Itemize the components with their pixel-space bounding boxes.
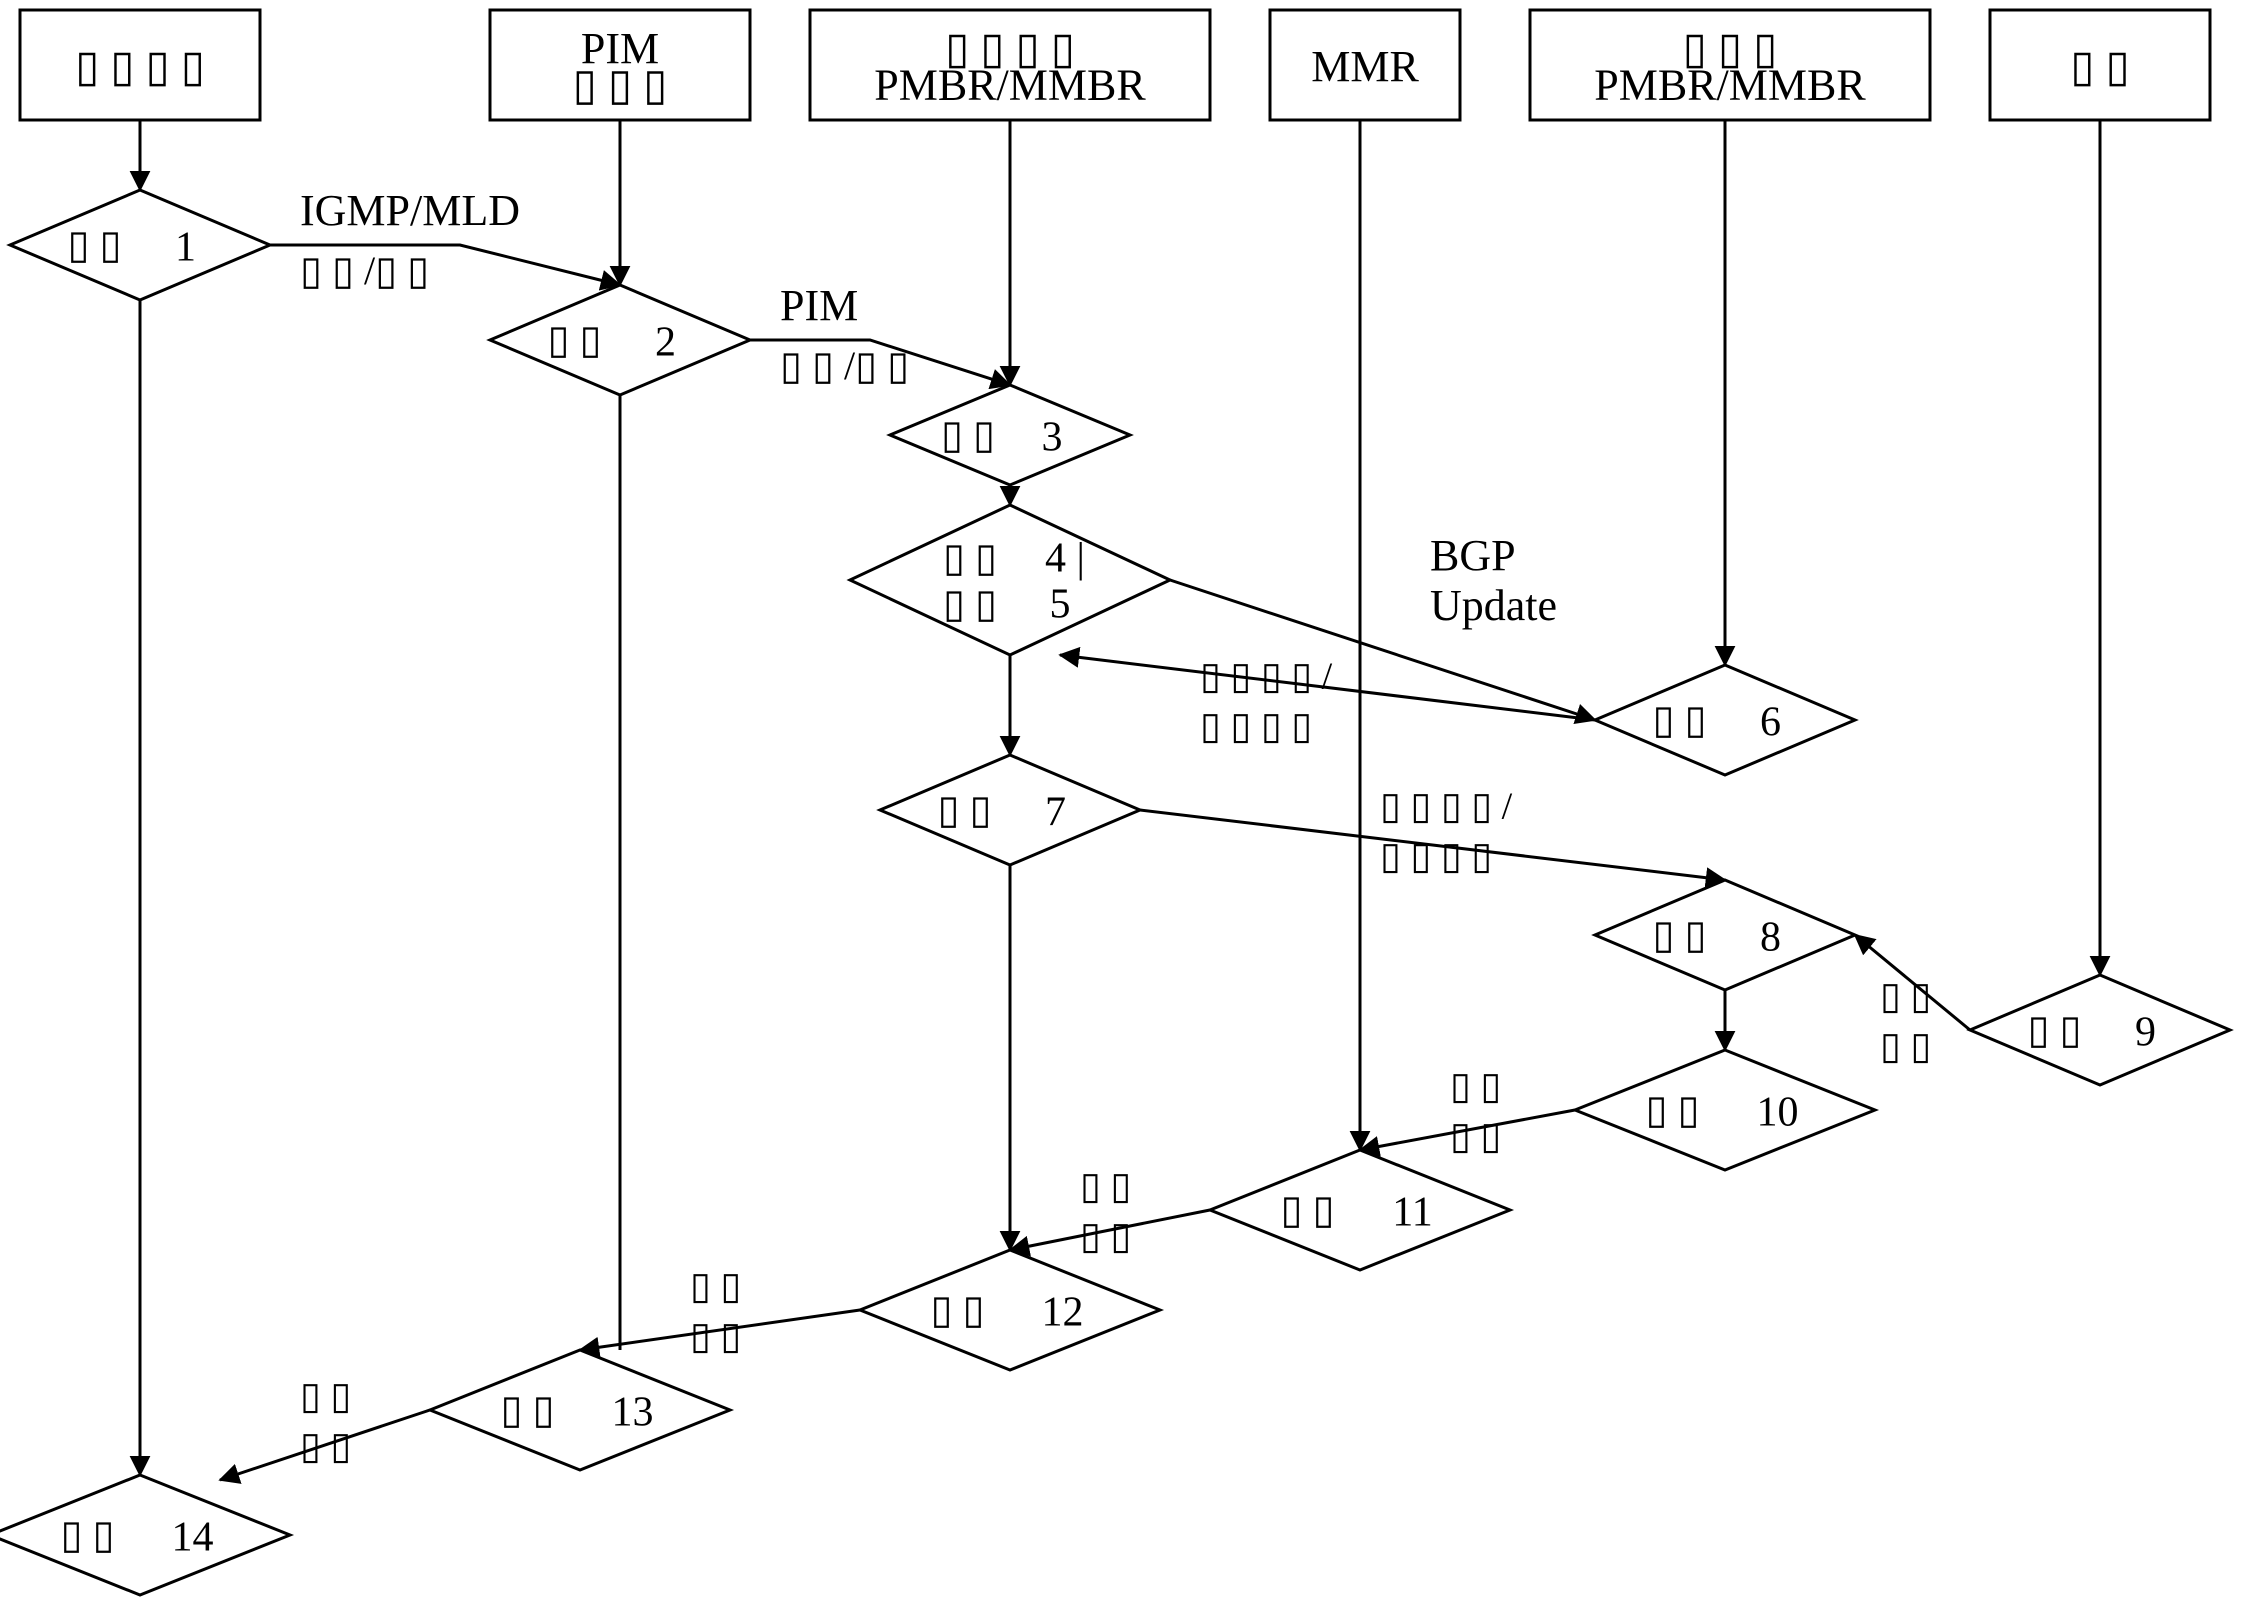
edge-label-lbl8: ▯ ▯ [1080,1166,1131,1208]
svg-text:PMBR/MMBR: PMBR/MMBR [1594,60,1866,109]
svg-text:13: 13 [612,1390,654,1436]
edge-label-lbl4: ▯ ▯ ▯ ▯ / [1200,656,1333,698]
svg-text:▯ ▯: ▯ ▯ [500,1387,554,1432]
svg-text:▯ ▯: ▯ ▯ [1280,1187,1334,1232]
edge-label-lbl1b: ▯ ▯ /▯ ▯ [300,248,429,293]
node-n10: ▯ ▯ 10 [1575,1050,1875,1170]
node-n13: ▯ ▯ 13 [430,1350,730,1470]
node-n14: ▯ ▯ 14 [0,1475,290,1595]
svg-text:14: 14 [172,1515,214,1561]
diagram-canvas: ▯ ▯ ▯ ▯PIM▯ ▯ ▯▯ ▯ ▯ ▯PMBR/MMBRMMR▯ ▯ ▯P… [0,0,2242,1607]
edge-label-lbl7b: ▯ ▯ [1450,1116,1501,1158]
edge-label-lbl7: ▯ ▯ [1450,1066,1501,1108]
header-h3: ▯ ▯ ▯ ▯PMBR/MMBR [810,10,1210,120]
svg-text:▯ ▯: ▯ ▯ [941,412,995,457]
svg-text:▯ ▯: ▯ ▯ [930,1287,984,1332]
svg-text:6: 6 [1760,700,1781,746]
edge-label-lbl9: ▯ ▯ [690,1266,741,1308]
svg-text:▯ ▯: ▯ ▯ [547,317,601,362]
edge-label-lbl9b: ▯ ▯ [690,1316,741,1358]
svg-text:10: 10 [1757,1090,1799,1136]
svg-text:8: 8 [1760,915,1781,961]
svg-text:2: 2 [655,320,676,366]
node-n3: ▯ ▯ 3 [890,385,1130,485]
header-h2: PIM▯ ▯ ▯ [490,10,750,120]
edge-label-lbl2b: ▯ ▯ /▯ ▯ [780,343,909,388]
svg-text:▯ ▯: ▯ ▯ [67,222,121,267]
node-n2: ▯ ▯ 2 [490,285,750,395]
node-n12: ▯ ▯ 12 [860,1250,1160,1370]
svg-text:▯ ▯: ▯ ▯ [1645,1087,1699,1132]
edge-label-lbl6b: ▯ ▯ [1880,1026,1931,1068]
node-n11: ▯ ▯ 11 [1210,1150,1510,1270]
node-n1: ▯ ▯ 1 [10,190,270,300]
edge-label-lbl1: IGMP/MLD [300,186,520,235]
svg-text:▯ ▯: ▯ ▯ [1652,697,1706,742]
edge-label-lbl2: PIM [780,281,858,330]
svg-text:▯ ▯: ▯ ▯ [60,1512,114,1557]
node-n7: ▯ ▯ 7 [880,755,1140,865]
svg-text:▯ ▯: ▯ ▯ [2070,42,2129,91]
svg-text:▯ ▯: ▯ ▯ [937,787,991,832]
svg-text:11: 11 [1392,1190,1432,1236]
edge-label-lbl5b: ▯ ▯ ▯ ▯ [1380,836,1492,878]
edge-label-lbl5: ▯ ▯ ▯ ▯ / [1380,786,1513,828]
header-h6: ▯ ▯ [1990,10,2210,120]
svg-text:5: 5 [1050,582,1071,628]
node-n9: ▯ ▯ 9 [1970,975,2230,1085]
svg-text:▯ ▯: ▯ ▯ [943,581,997,626]
edge-label-lbl10: ▯ ▯ [300,1376,351,1418]
node-n4: ▯ ▯ 4 | ▯ ▯ 5 [850,505,1170,655]
svg-text:▯ ▯: ▯ ▯ [2027,1007,2081,1052]
node-n6: ▯ ▯ 6 [1595,665,1855,775]
svg-text:1: 1 [175,225,196,271]
edge-label-lbl8b: ▯ ▯ [1080,1216,1131,1258]
header-h1: ▯ ▯ ▯ ▯ [20,10,260,120]
svg-text:4 |: 4 | [1045,536,1085,582]
svg-text:MMR: MMR [1311,42,1419,91]
edge-label-lbl4b: ▯ ▯ ▯ ▯ [1200,706,1312,748]
edge-label-lbl3b: Update [1430,581,1557,630]
svg-text:▯ ▯ ▯ ▯: ▯ ▯ ▯ ▯ [75,42,205,91]
edge-label-lbl6: ▯ ▯ [1880,976,1931,1018]
edge-label-lbl3: BGP [1430,531,1516,580]
svg-text:PMBR/MMBR: PMBR/MMBR [874,60,1146,109]
svg-text:▯ ▯ ▯: ▯ ▯ ▯ [573,60,668,109]
svg-text:9: 9 [2135,1010,2156,1056]
svg-text:7: 7 [1045,790,1066,836]
header-h4: MMR [1270,10,1460,120]
header-h5: ▯ ▯ ▯PMBR/MMBR [1530,10,1930,120]
edge-label-lbl10b: ▯ ▯ [300,1426,351,1468]
svg-text:▯ ▯: ▯ ▯ [1652,912,1706,957]
svg-text:▯ ▯: ▯ ▯ [943,535,997,580]
svg-text:12: 12 [1042,1290,1084,1336]
svg-text:3: 3 [1042,415,1063,461]
node-n8: ▯ ▯ 8 [1595,880,1855,990]
